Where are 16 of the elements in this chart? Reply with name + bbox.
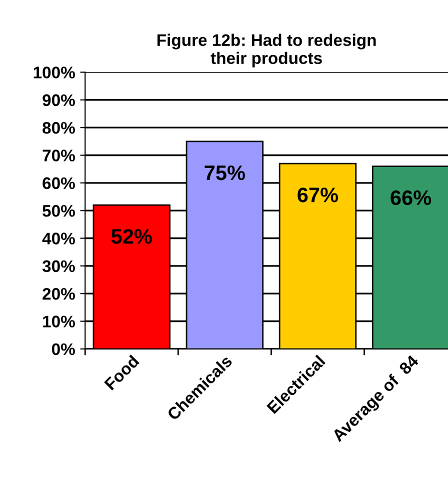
y-tick-label: 10% (43, 316, 75, 328)
y-tick-label: 50% (42, 204, 75, 217)
y-tick-label: 80% (42, 122, 75, 134)
data-label: 66% (390, 190, 432, 206)
data-label: 67% (298, 188, 338, 202)
y-tick-label: 0% (52, 343, 75, 356)
y-tick-label: 100% (34, 66, 75, 78)
y-tick-label: 90% (42, 94, 75, 106)
y-tick-label: 20% (42, 288, 75, 300)
y-tick-label: 30% (42, 260, 75, 272)
chart-title: Figure 12b: Had to redesign their products (157, 34, 376, 68)
y-tick-label: 60% (42, 177, 75, 190)
y-tick-label: 70% (42, 150, 75, 162)
y-tick-label: 40% (42, 232, 75, 244)
data-label: 75% (204, 165, 245, 180)
data-label: 52% (111, 229, 152, 244)
